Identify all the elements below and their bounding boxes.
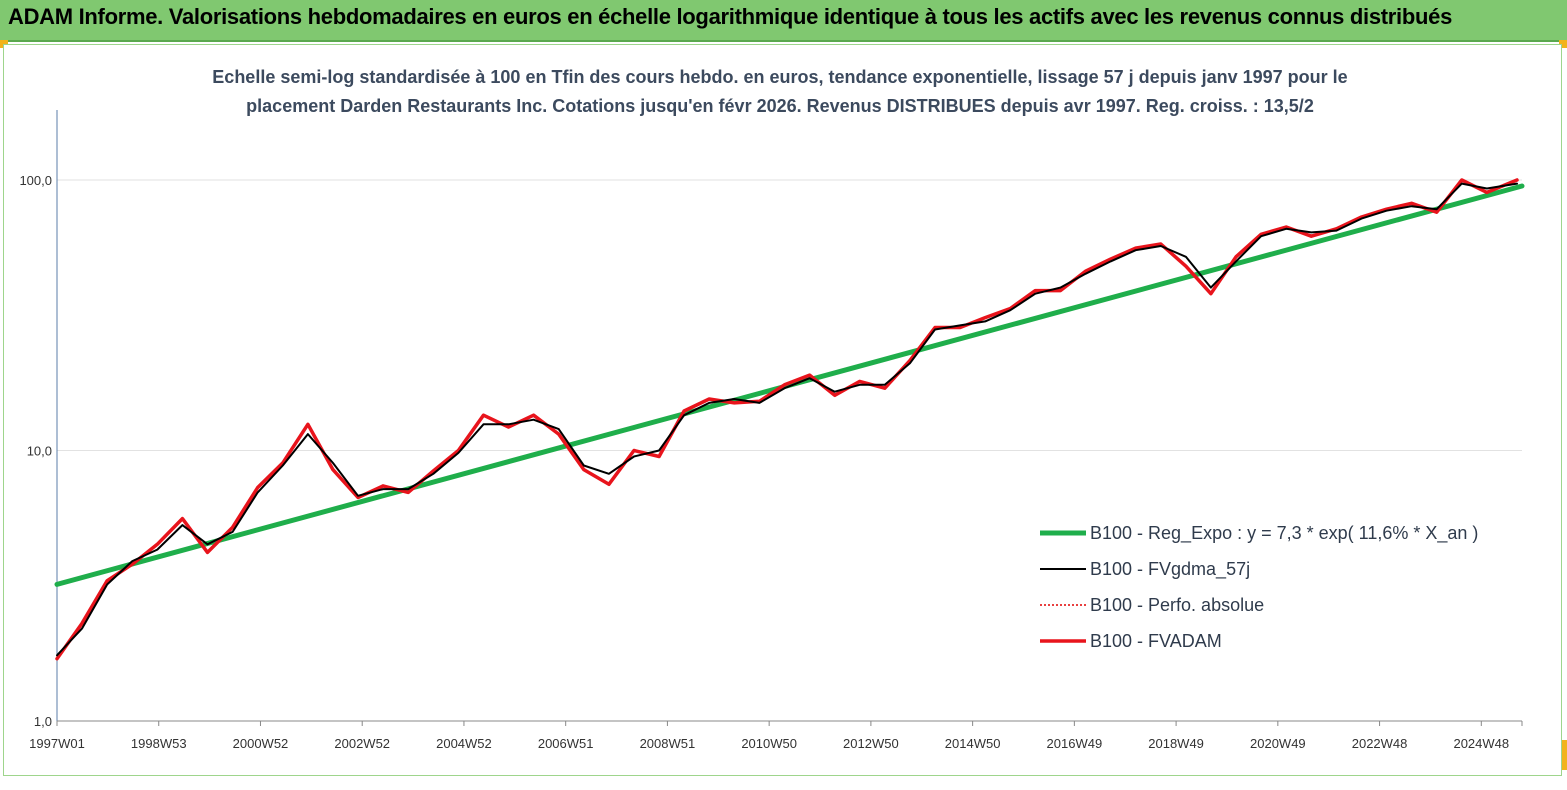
- legend-label-fvadam: B100 - FVADAM: [1090, 631, 1222, 651]
- series-line-perfo: [56, 179, 1518, 660]
- x-tick-label: 2018W49: [1148, 736, 1204, 751]
- x-tick-label: 2020W49: [1250, 736, 1306, 751]
- axis-layer: 1,0 10,0 100,0 1997W01 1998W53 2000W52 2002W52…: [19, 110, 1523, 751]
- x-tick-label: 2024W48: [1453, 736, 1509, 751]
- series-line-fvadam: [55, 178, 1519, 661]
- corner-marker-bottom-right: [1560, 740, 1567, 770]
- chart-title: Echelle semi-log standardisée à 100 en T…: [120, 63, 1440, 121]
- grid-layer: [57, 179, 1522, 451]
- y-tick-label: 100,0: [19, 173, 52, 188]
- series-layer: [54, 178, 1525, 661]
- legend-label-regression: B100 - Reg_Expo : y = 7,3 * exp( 11,6% *…: [1090, 523, 1478, 544]
- header-banner: ADAM Informe. Valorisations hebdomadaire…: [0, 0, 1567, 42]
- legend-label-perfo: B100 - Perfo. absolue: [1090, 595, 1264, 615]
- legend: B100 - Reg_Expo : y = 7,3 * exp( 11,6% *…: [1040, 523, 1478, 651]
- y-tick-label: 10,0: [27, 444, 52, 459]
- x-tick-label: 1998W53: [131, 736, 187, 751]
- legend-label-fvgdma: B100 - FVgdma_57j: [1090, 559, 1250, 580]
- x-tick-label: 2022W48: [1352, 736, 1408, 751]
- x-tick-label: 2008W51: [640, 736, 696, 751]
- x-tick-label: 2014W50: [945, 736, 1001, 751]
- x-tick-label: 2012W50: [843, 736, 899, 751]
- y-tick-label: 1,0: [34, 714, 52, 729]
- chart-title-line-1: Echelle semi-log standardisée à 100 en T…: [212, 67, 1348, 87]
- series-line-fvgdma: [56, 182, 1518, 657]
- x-tick-label: 2002W52: [334, 736, 390, 751]
- corner-marker-top-right: [1559, 40, 1567, 48]
- x-tick-label: 2016W49: [1047, 736, 1103, 751]
- x-tick-label: 2004W52: [436, 736, 492, 751]
- chart-frame: [3, 44, 1562, 776]
- x-tick-label: 1997W01: [29, 736, 85, 751]
- x-tick-label: 2010W50: [741, 736, 797, 751]
- x-tick-label: 2000W52: [233, 736, 289, 751]
- report-title: ADAM Informe. Valorisations hebdomadaire…: [8, 4, 1453, 29]
- x-tick-label: 2006W51: [538, 736, 594, 751]
- chart-title-line-2: placement Darden Restaurants Inc. Cotati…: [246, 96, 1314, 116]
